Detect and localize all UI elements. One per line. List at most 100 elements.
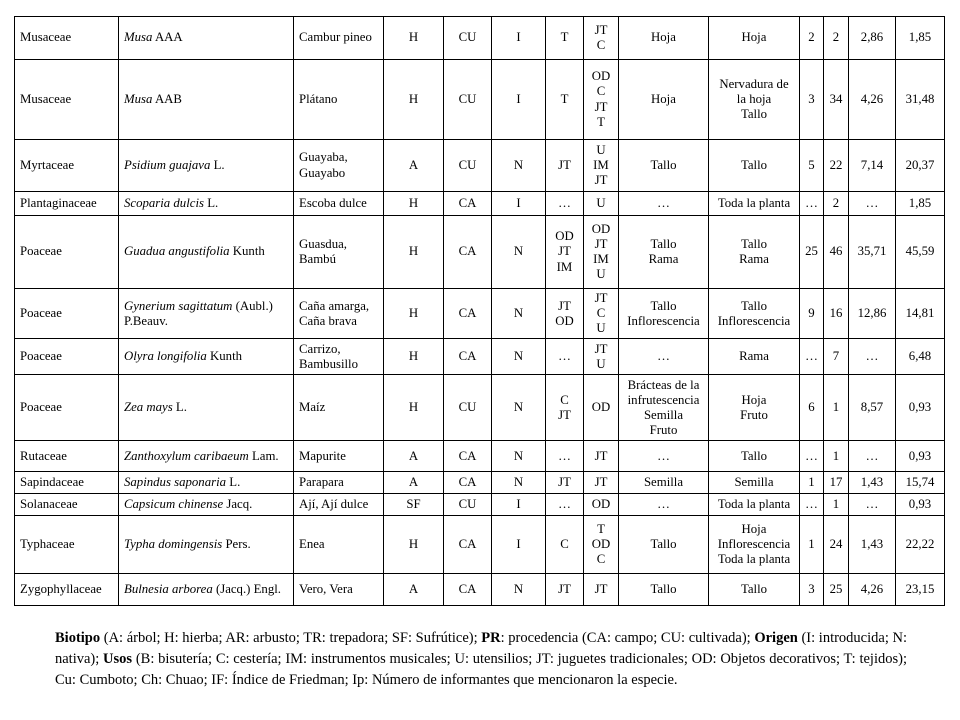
cell-origen: N (491, 440, 546, 473)
footnote-text: (A: árbol; H: hierba; AR: arbusto; TR: t… (100, 630, 482, 646)
cell-family: Poaceae (14, 338, 119, 376)
cell-parte-usada-ch: Semilla (708, 471, 800, 495)
cell-species: Bulnesia arborea (Jacq.) Engl. (118, 573, 294, 607)
cell-num-3: … (848, 191, 896, 216)
cell-num-4: 23,15 (895, 573, 945, 607)
cell-common-name: Caña amarga, Caña brava (293, 287, 384, 340)
cell-biotipo: H (383, 191, 444, 216)
cell-parte-usada-cu: … (618, 338, 709, 376)
cell-family: Myrtaceae (14, 139, 119, 192)
cell-num-2: 34 (823, 59, 849, 140)
cell-parte-usada-ch: Hoja Fruto (708, 374, 800, 442)
table-row: Musaceae Musa AAA Cambur pineo H CU I T … (14, 16, 945, 60)
cell-biotipo: SF (383, 493, 444, 517)
cell-usos-ch: U IM JT (583, 139, 619, 192)
cell-num-3: 2,86 (848, 16, 896, 60)
cell-usos-cu: JT (545, 573, 584, 607)
cell-biotipo: A (383, 573, 444, 607)
species-author: Lam. (251, 448, 279, 463)
cell-num-2: 7 (823, 338, 849, 376)
table-row: Myrtaceae Psidium guajava L. Guayaba, Gu… (14, 139, 945, 192)
cell-common-name: Plátano (293, 59, 384, 140)
cell-pr: CU (443, 493, 492, 517)
cell-num-1: 1 (799, 471, 824, 495)
cell-family: Poaceae (14, 287, 119, 340)
species-author: Pers. (225, 537, 251, 552)
table-row: Rutaceae Zanthoxylum caribaeum Lam. Mapu… (14, 440, 945, 473)
cell-parte-usada-cu: Semilla (618, 471, 709, 495)
species-name-italic: Olyra longifolia (124, 349, 207, 364)
cell-num-1: 3 (799, 59, 824, 140)
cell-species: Scoparia dulcis L. (118, 191, 294, 216)
cell-origen: N (491, 374, 546, 442)
species-name-italic: Psidium guajava (124, 157, 211, 172)
cell-species: Guadua angustifolia Kunth (118, 215, 294, 289)
cell-num-3: … (848, 493, 896, 517)
species-table: Musaceae Musa AAA Cambur pineo H CU I T … (14, 16, 945, 607)
species-author: AAB (154, 91, 182, 106)
cell-num-3: 1,43 (848, 471, 896, 495)
cell-num-1: … (799, 191, 824, 216)
species-author: Kunth (232, 244, 265, 259)
cell-num-4: 0,93 (895, 440, 945, 473)
cell-pr: CU (443, 59, 492, 140)
cell-family: Poaceae (14, 374, 119, 442)
cell-num-2: 16 (823, 287, 849, 340)
cell-common-name: Guasdua, Bambú (293, 215, 384, 289)
cell-num-4: 20,37 (895, 139, 945, 192)
cell-common-name: Vero, Vera (293, 573, 384, 607)
cell-parte-usada-cu: Tallo (618, 139, 709, 192)
cell-common-name: Mapurite (293, 440, 384, 473)
species-author: L. (207, 195, 219, 210)
cell-origen: I (491, 493, 546, 517)
cell-usos-cu: … (545, 440, 584, 473)
cell-usos-cu: C (545, 515, 584, 575)
cell-num-1: 5 (799, 139, 824, 192)
cell-common-name: Maíz (293, 374, 384, 442)
species-author: (Jacq.) Engl. (215, 582, 281, 597)
cell-usos-cu: … (545, 191, 584, 216)
cell-num-1: 25 (799, 215, 824, 289)
species-name-italic: Sapindus saponaria (124, 475, 227, 490)
table-row: Plantaginaceae Scoparia dulcis L. Escoba… (14, 191, 945, 216)
table-row: Poaceae Olyra longifolia Kunth Carrizo, … (14, 338, 945, 376)
cell-common-name: Parapara (293, 471, 384, 495)
cell-origen: I (491, 16, 546, 60)
cell-num-4: 1,85 (895, 191, 945, 216)
cell-biotipo: H (383, 16, 444, 60)
cell-origen: N (491, 215, 546, 289)
cell-num-1: … (799, 440, 824, 473)
cell-biotipo: A (383, 440, 444, 473)
table-row: Poaceae Guadua angustifolia Kunth Guasdu… (14, 215, 945, 289)
cell-usos-ch: JT C U (583, 287, 619, 340)
cell-origen: N (491, 338, 546, 376)
species-name-italic: Musa (124, 30, 153, 45)
cell-usos-ch: OD JT IM U (583, 215, 619, 289)
cell-num-2: 46 (823, 215, 849, 289)
cell-biotipo: H (383, 515, 444, 575)
cell-common-name: Ají, Ají dulce (293, 493, 384, 517)
cell-num-2: 22 (823, 139, 849, 192)
species-name-italic: Guadua angustifolia (124, 244, 230, 259)
cell-num-1: 9 (799, 287, 824, 340)
cell-common-name: Carrizo, Bambusillo (293, 338, 384, 376)
table-row: Poaceae Gynerium sagittatum (Aubl.) P.Be… (14, 287, 945, 340)
cell-num-4: 15,74 (895, 471, 945, 495)
cell-usos-ch: U (583, 191, 619, 216)
cell-num-4: 0,93 (895, 374, 945, 442)
cell-biotipo: H (383, 287, 444, 340)
footnote-text: : procedencia (CA: campo; CU: cultivada)… (500, 630, 755, 646)
species-author: AAA (154, 30, 183, 45)
cell-parte-usada-ch: Tallo Inflorescencia (708, 287, 800, 340)
cell-parte-usada-cu: Hoja (618, 59, 709, 140)
cell-pr: CA (443, 573, 492, 607)
cell-parte-usada-ch: Toda la planta (708, 493, 800, 517)
table-row: Typhaceae Typha domingensis Pers. Enea H… (14, 515, 945, 575)
cell-species: Olyra longifolia Kunth (118, 338, 294, 376)
species-name-italic: Scoparia dulcis (124, 195, 204, 210)
cell-species: Gynerium sagittatum (Aubl.) P.Beauv. (118, 287, 294, 340)
cell-common-name: Escoba dulce (293, 191, 384, 216)
cell-species: Musa AAA (118, 16, 294, 60)
cell-usos-ch: T OD C (583, 515, 619, 575)
cell-origen: N (491, 573, 546, 607)
